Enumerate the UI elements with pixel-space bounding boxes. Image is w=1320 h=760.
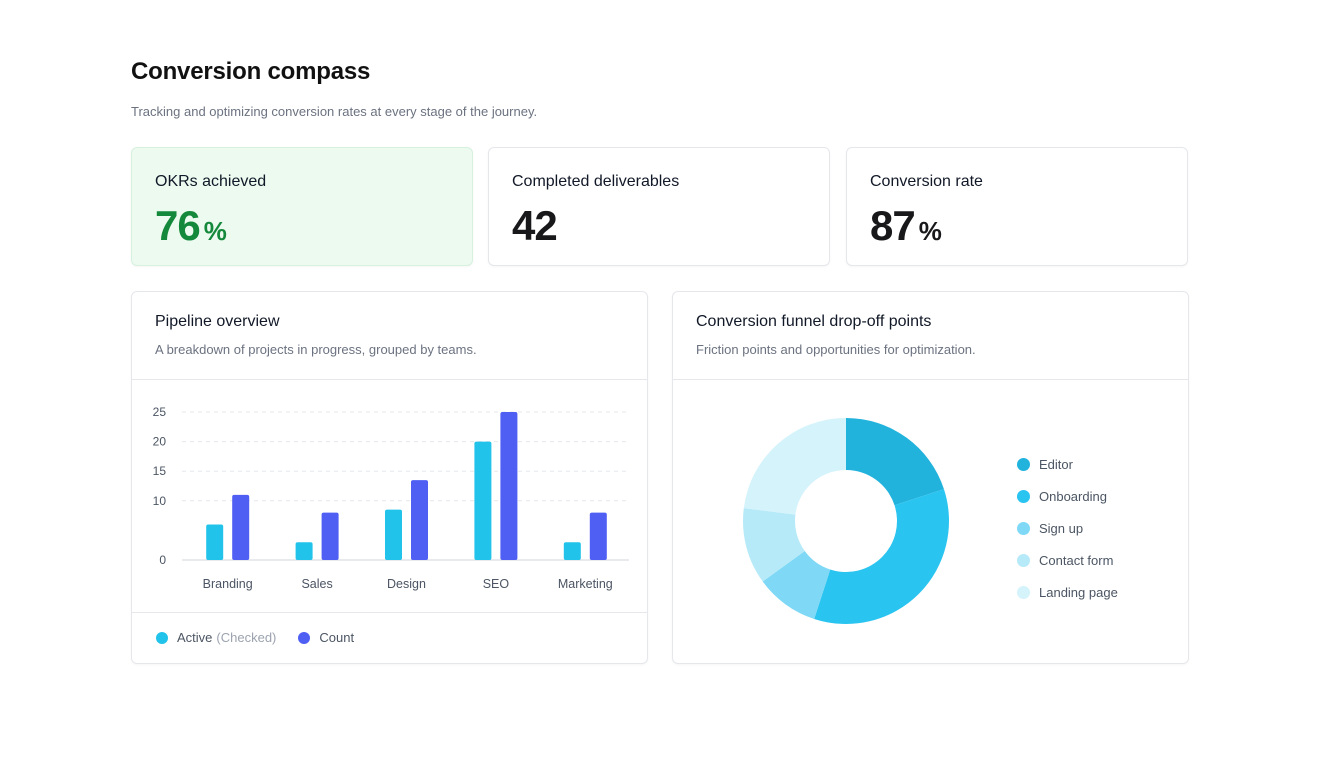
legend-swatch: [1017, 553, 1030, 567]
funnel-card: Conversion funnel drop-off points Fricti…: [672, 291, 1189, 664]
donut-slice-onboarding: [814, 489, 949, 624]
kpi-unit: %: [203, 216, 227, 246]
legend-label: Active: [177, 630, 213, 645]
y-tick-label: 10: [153, 494, 167, 508]
legend-swatch: [1017, 489, 1030, 503]
legend-item-count[interactable]: Count: [298, 630, 354, 645]
legend-label: Sign up: [1039, 520, 1084, 536]
bar-count-seo: [500, 412, 518, 560]
legend-label: Landing page: [1039, 584, 1118, 600]
divider: [132, 379, 647, 380]
kpi-card-okrs: OKRs achieved 76 %: [131, 147, 473, 266]
pipeline-bar-chart: 25 20 15 10 0 Branding Sales Design SEO Marketing: [153, 405, 629, 591]
bar-count-sales: [321, 512, 339, 560]
donut-slice-editor: [846, 418, 944, 506]
bar-count-marketing: [589, 512, 607, 560]
legend-label: Onboarding: [1039, 488, 1107, 504]
page-subtitle: Tracking and optimizing conversion rates…: [131, 104, 538, 119]
bar-active-design: [385, 509, 402, 560]
legend-item-editor[interactable]: Editor: [1017, 448, 1118, 480]
x-tick-label: SEO: [483, 577, 510, 591]
donut-legend: Editor Onboarding Sign up Contact form Landi…: [1017, 448, 1118, 608]
x-tick-label: Marketing: [558, 577, 613, 591]
card-description: A breakdown of projects in progress, gro…: [155, 342, 477, 357]
kpi-value: 87 %: [870, 202, 942, 250]
bar-count-design: [411, 480, 428, 560]
bar-active-marketing: [563, 542, 581, 560]
kpi-card-conversion: Conversion rate 87 %: [846, 147, 1188, 266]
legend-label: Count: [319, 630, 355, 645]
kpi-label: Completed deliverables: [512, 173, 680, 190]
legend-label: Editor: [1039, 456, 1073, 472]
kpi-value: 42: [512, 202, 561, 250]
bar-active-branding: [206, 524, 224, 560]
legend-swatch: [1017, 521, 1030, 535]
legend-swatch: [298, 631, 311, 644]
legend-swatch: [1017, 585, 1030, 599]
legend-label: Contact form: [1039, 552, 1114, 568]
y-tick-label: 25: [153, 405, 167, 419]
page-title: Conversion compass: [131, 58, 371, 85]
kpi-number: 87: [870, 202, 916, 249]
legend-label-suffix: (Checked): [216, 630, 277, 645]
kpi-label: OKRs achieved: [155, 173, 267, 190]
card-title: Pipeline overview: [155, 313, 280, 330]
kpi-number: 76: [155, 202, 201, 249]
card-description: Friction points and opportunities for op…: [696, 342, 976, 357]
x-tick-label: Branding: [203, 577, 253, 591]
legend-item-onboarding[interactable]: Onboarding: [1017, 480, 1118, 512]
divider: [132, 612, 647, 613]
legend-item-active[interactable]: Active (Checked): [156, 630, 276, 645]
y-tick-label: 0: [159, 553, 166, 567]
kpi-label: Conversion rate: [870, 173, 983, 190]
x-tick-label: Sales: [301, 577, 332, 591]
legend-item-sign-up[interactable]: Sign up: [1017, 512, 1118, 544]
chart-legend: Active (Checked) Count: [156, 630, 376, 645]
y-tick-label: 20: [153, 435, 167, 449]
kpi-card-deliverables: Completed deliverables 42: [488, 147, 830, 266]
donut-slice-sign-up: [762, 550, 831, 619]
bar-active-sales: [295, 542, 313, 560]
legend-swatch: [1017, 457, 1030, 471]
bar-active-seo: [474, 441, 492, 560]
legend-item-contact-form[interactable]: Contact form: [1017, 544, 1118, 576]
y-tick-label: 15: [153, 464, 167, 478]
pipeline-card: Pipeline overview A breakdown of project…: [131, 291, 648, 664]
kpi-number: 42: [512, 202, 558, 249]
card-title: Conversion funnel drop-off points: [696, 313, 932, 330]
kpi-value: 76 %: [155, 202, 227, 250]
legend-item-landing-page[interactable]: Landing page: [1017, 576, 1118, 608]
funnel-donut-chart: [743, 418, 949, 624]
divider: [673, 379, 1188, 380]
donut-slice-landing-page: [743, 418, 846, 515]
donut-slice-contact-form: [743, 508, 805, 582]
bar-count-branding: [232, 494, 250, 560]
legend-swatch: [156, 631, 168, 644]
x-tick-label: Design: [387, 577, 426, 591]
kpi-unit: %: [918, 216, 942, 246]
